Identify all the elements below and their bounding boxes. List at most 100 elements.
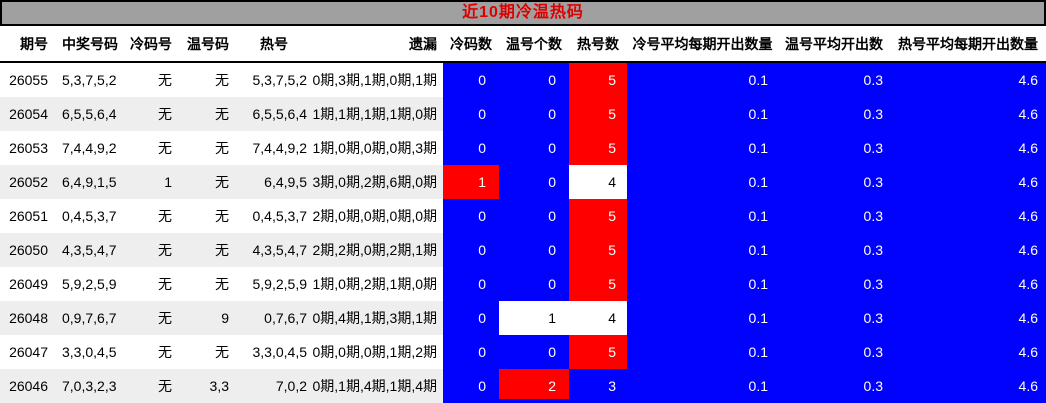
cell-warm-count: 1 — [499, 301, 569, 335]
cell-cold-number: 无 — [158, 140, 172, 156]
cell-omission: 2期,0期,0期,0期,0期 — [313, 208, 437, 224]
cell-winning-numbers: 0,4,5,3,7 — [62, 208, 117, 224]
cell-period: 26049 — [9, 276, 48, 292]
cell-warm-avg: 0.3 — [778, 301, 890, 335]
cell-cold-count: 0 — [443, 63, 499, 97]
cell-cold-number: 无 — [158, 344, 172, 360]
table-row: 26048 0,9,7,6,7 无 9 0,7,6,7 0期,4期,1期,3期,1期 0 1 4… — [0, 301, 1046, 335]
cell-winning-numbers: 5,3,7,5,2 — [62, 72, 117, 88]
col-header-warm-count: 温号个数 — [506, 35, 562, 52]
table-row: 26050 4,3,5,4,7 无 无 4,3,5,4,7 2期,2期,0期,2期,1期 0… — [0, 233, 1046, 267]
cell-hot-numbers: 0,4,5,3,7 — [252, 208, 308, 224]
cell-warm-avg: 0.3 — [778, 97, 890, 131]
table-row: 26055 5,3,7,5,2 无 无 5,3,7,5,2 0期,3期,1期,0期,1期 0… — [0, 63, 1046, 97]
col-header-omission: 遗漏 — [409, 35, 437, 52]
cell-warm-avg: 0.3 — [778, 165, 890, 199]
cell-hot-avg: 4.6 — [890, 301, 1046, 335]
table-row: 26046 7,0,3,2,3 无 3,3 7,0,2 0期,1期,4期,1期,4期 0 2 3… — [0, 369, 1046, 403]
cell-cold-number: 无 — [158, 310, 172, 326]
cell-cold-count: 0 — [443, 233, 499, 267]
cell-hot-count: 5 — [569, 131, 627, 165]
cell-hot-avg: 4.6 — [890, 63, 1046, 97]
cell-cold-count: 0 — [443, 199, 499, 233]
cell-warm-number: 无 — [215, 344, 229, 360]
cell-period: 26054 — [9, 106, 48, 122]
cell-omission: 3期,0期,2期,6期,0期 — [313, 174, 437, 190]
cell-warm-avg: 0.3 — [778, 199, 890, 233]
cell-cold-avg: 0.1 — [627, 63, 778, 97]
cell-winning-numbers: 7,0,3,2,3 — [62, 378, 117, 394]
col-header-hot-count: 热号数 — [577, 35, 619, 52]
col-header-hot-numbers: 热号 — [260, 35, 288, 52]
cell-omission: 1期,0期,2期,1期,0期 — [313, 276, 437, 292]
cell-cold-avg: 0.1 — [627, 199, 778, 233]
cell-cold-avg: 0.1 — [627, 233, 778, 267]
cell-hot-count: 5 — [569, 97, 627, 131]
cell-cold-avg: 0.1 — [627, 267, 778, 301]
cell-hot-numbers: 5,9,2,5,9 — [252, 276, 308, 292]
cell-cold-number: 无 — [158, 106, 172, 122]
cell-hot-numbers: 6,4,9,5 — [264, 174, 307, 190]
cell-warm-count: 0 — [499, 335, 569, 369]
cell-cold-count: 0 — [443, 301, 499, 335]
cell-hot-count: 4 — [569, 301, 627, 335]
table-row: 26051 0,4,5,3,7 无 无 0,4,5,3,7 2期,0期,0期,0期,0期 0… — [0, 199, 1046, 233]
cell-winning-numbers: 4,3,5,4,7 — [62, 242, 117, 258]
cell-warm-number: 无 — [215, 174, 229, 190]
cell-omission: 2期,2期,0期,2期,1期 — [313, 242, 437, 258]
cell-cold-avg: 0.1 — [627, 301, 778, 335]
table-title: 近10期冷温热码 — [0, 0, 1046, 26]
cell-hot-numbers: 0,7,6,7 — [264, 310, 307, 326]
table-body: 26055 5,3,7,5,2 无无 5,3,7,5,2 0期,3期,1期,0期,1期 0… — [0, 63, 1046, 403]
cell-hot-avg: 4.6 — [890, 267, 1046, 301]
cell-hot-numbers: 7,0,2 — [275, 378, 307, 394]
cell-cold-count: 1 — [443, 165, 499, 199]
cell-hot-avg: 4.6 — [890, 335, 1046, 369]
cell-omission: 0期,4期,1期,3期,1期 — [313, 310, 437, 326]
cell-hot-numbers: 4,3,5,4,7 — [252, 242, 308, 258]
cell-period: 26046 — [9, 378, 48, 394]
cell-omission: 0期,3期,1期,0期,1期 — [313, 72, 437, 88]
cell-cold-avg: 0.1 — [627, 335, 778, 369]
cell-warm-avg: 0.3 — [778, 63, 890, 97]
cell-warm-avg: 0.3 — [778, 369, 890, 403]
cell-period: 26055 — [9, 72, 48, 88]
cell-warm-count: 0 — [499, 233, 569, 267]
cell-winning-numbers: 0,9,7,6,7 — [62, 310, 117, 326]
cell-winning-numbers: 7,4,4,9,2 — [62, 140, 117, 156]
cell-warm-number: 9 — [221, 310, 229, 326]
cell-cold-number: 无 — [158, 208, 172, 224]
cell-hot-avg: 4.6 — [890, 131, 1046, 165]
cell-cold-count: 0 — [443, 267, 499, 301]
cell-omission: 0期,1期,4期,1期,4期 — [313, 378, 437, 394]
cell-warm-count: 0 — [499, 165, 569, 199]
cell-warm-number: 无 — [215, 276, 229, 292]
table-row: 26052 6,4,9,1,5 1 无 6,4,9,5 3期,0期,2期,6期,0期 1 0 4… — [0, 165, 1046, 199]
cell-cold-avg: 0.1 — [627, 131, 778, 165]
col-header-warm-avg: 温号平均开出数 — [785, 35, 883, 52]
cell-period: 26050 — [9, 242, 48, 258]
column-header-row: 期号 中奖号码 冷码号 温号码 热号 遗漏 冷码数 温号个数 热号数 冷号平均每… — [0, 26, 1046, 63]
cell-hot-count: 5 — [569, 335, 627, 369]
col-header-cold-count: 冷码数 — [450, 35, 492, 52]
cell-hot-numbers: 5,3,7,5,2 — [252, 72, 308, 88]
table-row: 26049 5,9,2,5,9 无 无 5,9,2,5,9 1期,0期,2期,1期,0期 0… — [0, 267, 1046, 301]
cell-warm-avg: 0.3 — [778, 131, 890, 165]
cell-hot-count: 4 — [569, 165, 627, 199]
col-header-period: 期号 — [20, 35, 48, 52]
cell-hot-avg: 4.6 — [890, 97, 1046, 131]
col-header-cold-avg: 冷号平均每期开出数量 — [632, 35, 773, 52]
col-header-cold-number: 冷码号 — [130, 35, 172, 52]
table-row: 26054 6,5,5,6,4 无 无 6,5,5,6,4 1期,1期,1期,1期,0期 0… — [0, 97, 1046, 131]
cell-winning-numbers: 6,4,9,1,5 — [62, 174, 117, 190]
table-row: 26047 3,3,0,4,5 无 无 3,3,0,4,5 0期,0期,0期,1期,2期 0… — [0, 335, 1046, 369]
cell-period: 26051 — [9, 208, 48, 224]
cell-period: 26053 — [9, 140, 48, 156]
cell-omission: 1期,0期,0期,0期,3期 — [313, 140, 437, 156]
cell-cold-number: 无 — [158, 276, 172, 292]
cell-cold-number: 无 — [158, 72, 172, 88]
cell-cold-avg: 0.1 — [627, 369, 778, 403]
cell-hot-avg: 4.6 — [890, 165, 1046, 199]
cell-cold-number: 无 — [158, 378, 172, 394]
